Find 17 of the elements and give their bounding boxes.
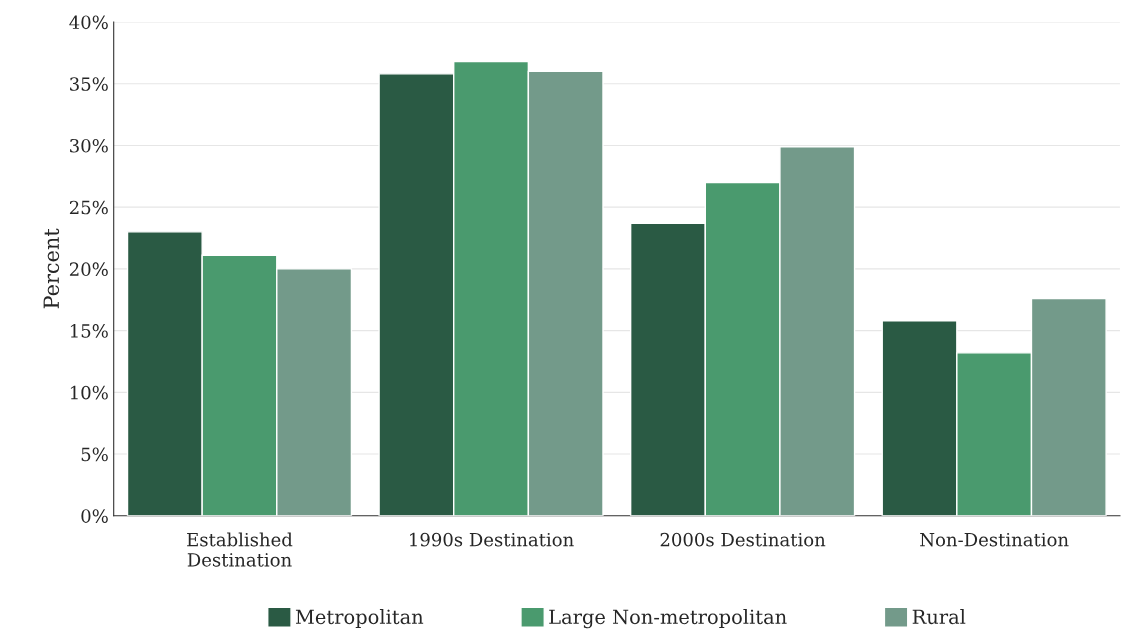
legend-label: Metropolitan: [295, 609, 424, 628]
y-tick-label: 25%: [69, 200, 108, 215]
legend-label: Rural: [912, 609, 966, 625]
y-tick-label: 40%: [69, 15, 108, 30]
legend-label: Large Non-metropolitan: [549, 609, 787, 629]
y-tick-label: 10%: [70, 385, 108, 400]
y-tick-label: 15%: [70, 324, 108, 338]
y-tick-label: 20%: [69, 262, 108, 277]
x-tick-label: 2000s Destination: [660, 532, 826, 547]
y-tick-label: 30%: [70, 138, 108, 153]
x-tick-label: Non-Destination: [920, 532, 1069, 547]
x-tick-label: Established Destination: [187, 532, 293, 567]
y-tick-label: 5%: [81, 447, 108, 462]
y-tick-label: 0%: [81, 509, 108, 523]
x-tick-label: 1990s Destination: [410, 532, 574, 547]
y-axis-title: Percent: [43, 228, 60, 309]
y-tick-label: 35%: [70, 77, 108, 91]
